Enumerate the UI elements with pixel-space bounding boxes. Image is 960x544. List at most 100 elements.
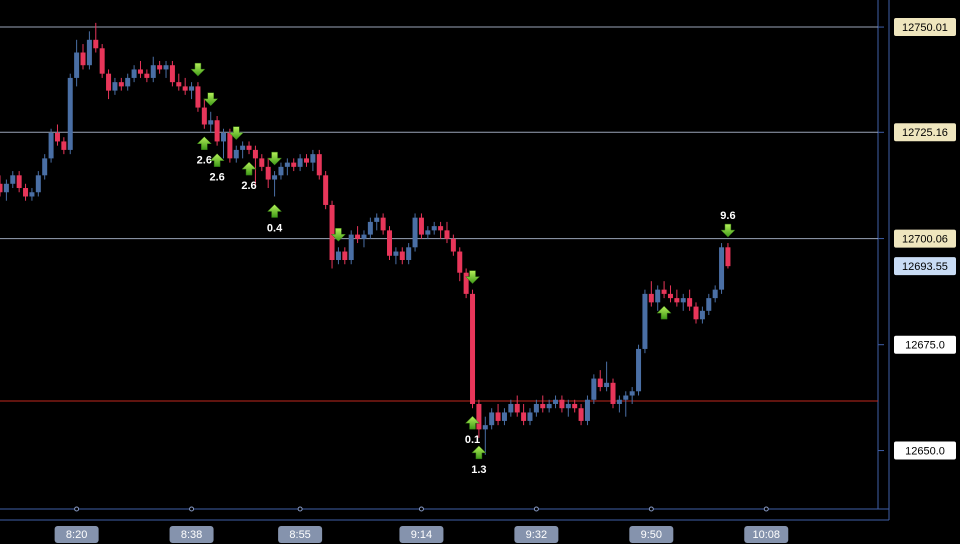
candle-body	[61, 141, 67, 150]
candle-body	[412, 217, 418, 248]
candle-body	[42, 158, 48, 176]
candle-body	[35, 175, 41, 193]
y-tick-label-box	[894, 441, 956, 460]
signal-label: 2.6	[209, 172, 224, 184]
x-tick-label: 10:08	[752, 529, 780, 541]
candle-body	[565, 403, 571, 409]
signal-label: 0.4	[267, 222, 283, 234]
candle-body	[508, 403, 514, 413]
signal-down-arrow	[330, 228, 347, 242]
signal-label: 0.1	[465, 434, 480, 446]
candle-body	[265, 166, 271, 180]
candle-body	[572, 403, 578, 409]
signal-label: 2.6	[197, 155, 212, 167]
x-tick-label: 8:38	[181, 529, 202, 541]
candle-body	[93, 39, 99, 49]
candle-body	[259, 158, 265, 167]
level-label-box	[894, 18, 956, 37]
candle-body	[706, 298, 712, 311]
signal-label: 2.6	[241, 180, 256, 192]
candle-body	[125, 77, 131, 87]
candle-body	[693, 306, 699, 320]
signal-down-arrow	[203, 92, 219, 107]
candle-body	[514, 403, 520, 413]
candle-body	[719, 247, 725, 290]
candle-body	[201, 107, 207, 125]
candle-body	[348, 234, 354, 261]
x-tick-label: 8:55	[289, 529, 310, 541]
candle-body	[246, 145, 252, 150]
level-label-box	[894, 123, 956, 142]
x-tick-mark	[418, 506, 424, 512]
candle-body	[342, 251, 348, 261]
candle-body	[23, 188, 29, 197]
candle-body	[195, 86, 201, 108]
candle-body	[310, 154, 316, 163]
candle-body	[304, 158, 310, 163]
candle-body	[233, 149, 239, 159]
candle-body	[457, 251, 463, 273]
candle-body	[163, 65, 169, 70]
candle-body	[540, 403, 546, 409]
signal-up-arrow	[471, 445, 487, 460]
candle-body	[399, 251, 405, 261]
candle-body	[10, 175, 16, 184]
signal-down-arrow	[464, 270, 481, 285]
level-label: 12750.01	[902, 22, 948, 34]
candle-body	[597, 378, 603, 388]
candle-body	[323, 175, 329, 205]
candle-body	[546, 403, 552, 409]
candle-body	[655, 289, 661, 303]
x-tick-mark	[297, 506, 303, 512]
candle-body	[150, 65, 156, 78]
candle-body	[616, 399, 622, 404]
signal-down-arrow	[190, 62, 206, 77]
level-label: 12725.16	[902, 127, 948, 139]
candle-body	[329, 204, 335, 261]
level-label: 12700.06	[902, 233, 948, 245]
candle-body	[220, 132, 226, 142]
candle-body	[208, 120, 214, 125]
candle-body	[584, 399, 590, 421]
candle-body	[355, 234, 361, 239]
candle-body	[48, 132, 54, 159]
candle-body	[393, 251, 399, 256]
candle-body	[610, 382, 616, 404]
y-tick-label-box	[894, 335, 956, 354]
candle-body	[463, 272, 469, 294]
candle-body	[527, 412, 533, 421]
candle-body	[495, 412, 501, 421]
candle-body	[623, 395, 629, 400]
candle-body	[501, 412, 507, 421]
candle-body	[725, 247, 731, 267]
candle-body	[553, 399, 559, 404]
candle-body	[86, 39, 92, 66]
candle-body	[374, 217, 380, 222]
candle-body	[470, 293, 476, 404]
signal-up-arrow	[209, 153, 225, 167]
candle-body	[450, 238, 456, 252]
candle-body	[137, 69, 143, 74]
candle-body	[438, 226, 444, 231]
candle-body	[240, 145, 246, 150]
candle-body	[380, 217, 386, 231]
candle-body	[176, 82, 182, 87]
candle-body	[316, 154, 322, 176]
signal-up-arrow	[241, 161, 257, 176]
candle-body	[636, 348, 642, 392]
x-tick-mark	[533, 506, 539, 512]
x-tick-box	[399, 526, 444, 543]
candle-body	[67, 77, 73, 150]
x-tick-mark	[189, 506, 195, 512]
x-tick-label: 9:50	[641, 529, 662, 541]
candle-body	[387, 230, 393, 256]
candle-body	[680, 298, 686, 303]
candle-body	[699, 310, 705, 320]
signal-label: 9.6	[720, 210, 735, 222]
x-tick-label: 9:14	[411, 529, 432, 541]
y-tick-label: 12650.0	[905, 445, 945, 457]
x-tick-label: 9:32	[526, 529, 547, 541]
candle-body	[642, 293, 648, 349]
last-price-label: 12693.55	[902, 261, 948, 273]
signal-down-arrow	[720, 223, 736, 238]
